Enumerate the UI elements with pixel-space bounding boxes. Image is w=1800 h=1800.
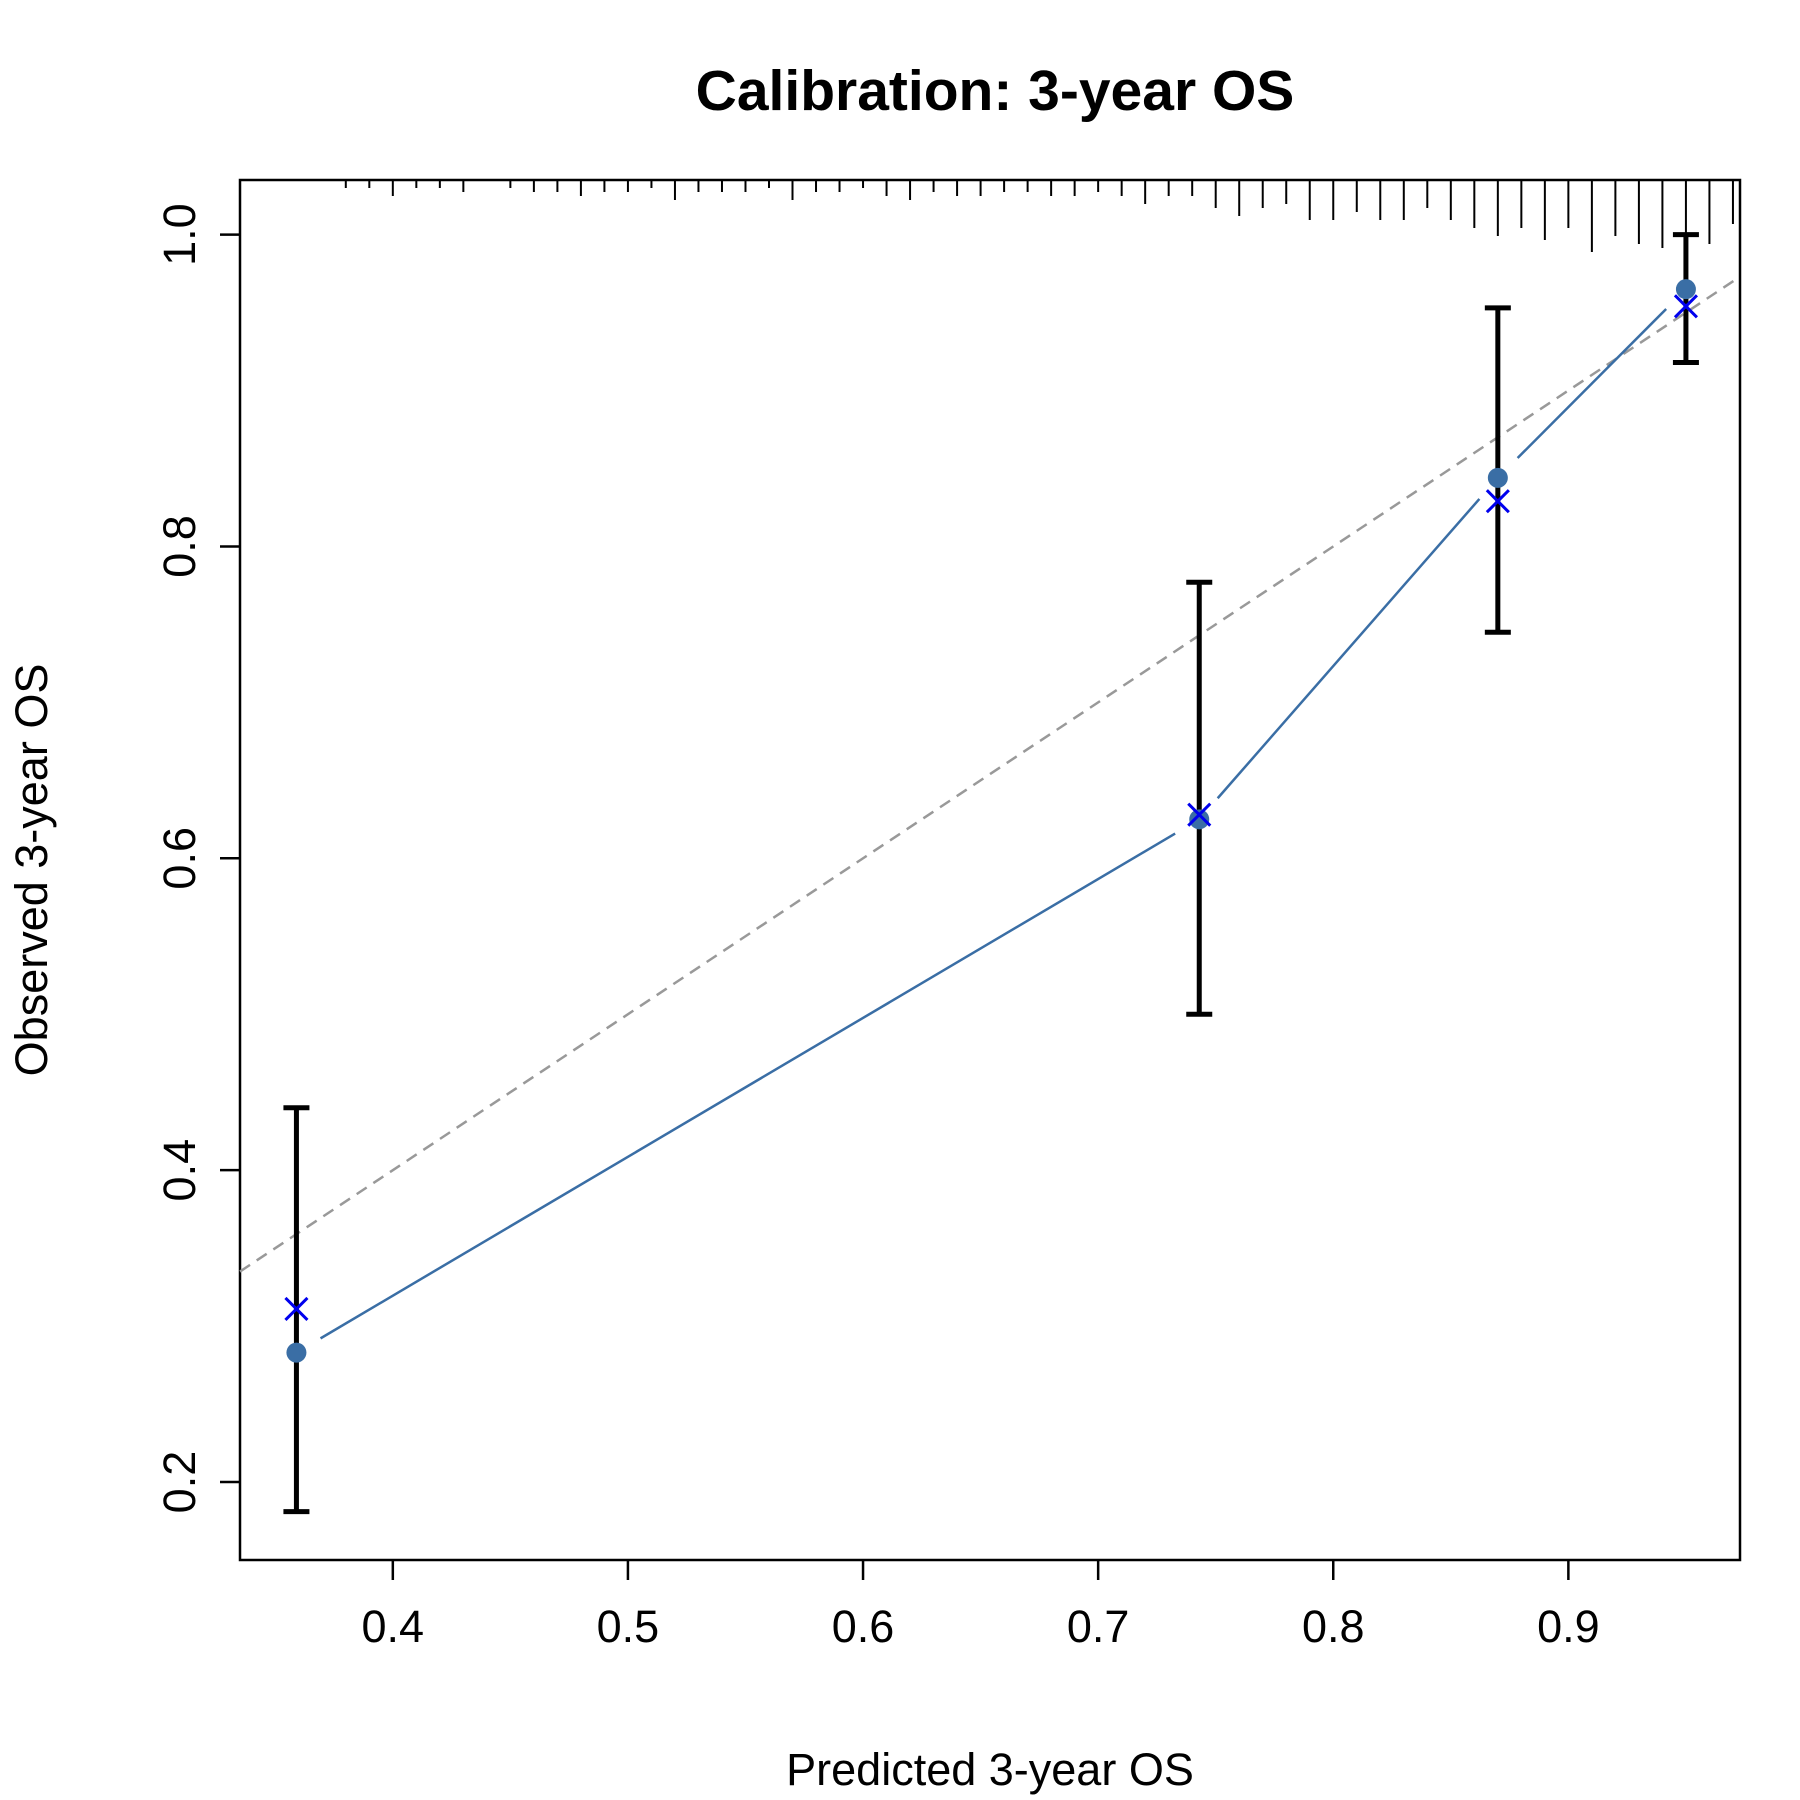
y-axis-label: Observed 3-year OS bbox=[6, 664, 57, 1077]
y-tick-label: 0.6 bbox=[154, 827, 205, 890]
corrected-point bbox=[1187, 802, 1212, 827]
error-bars bbox=[283, 232, 1699, 1515]
x-axis-label: Predicted 3-year OS bbox=[786, 1744, 1194, 1795]
corrected-point-stroke bbox=[284, 1296, 309, 1322]
y-tick-label: 1.0 bbox=[154, 203, 205, 266]
corrected-points bbox=[284, 294, 1698, 1322]
corrected-point-stroke bbox=[1485, 489, 1510, 514]
x-tick-label: 0.9 bbox=[1537, 1601, 1600, 1652]
x-tick-label: 0.8 bbox=[1302, 1601, 1365, 1652]
observed-point bbox=[1487, 467, 1508, 488]
corrected-point bbox=[1673, 294, 1698, 319]
plot-frame bbox=[238, 178, 1742, 1562]
corrected-line bbox=[319, 308, 1668, 1340]
x-tick-label: 0.7 bbox=[1067, 1601, 1130, 1652]
x-tick-label: 0.6 bbox=[832, 1601, 895, 1652]
y-tick-label: 0.4 bbox=[154, 1139, 205, 1202]
calibration-segment bbox=[1216, 498, 1481, 800]
corrected-point bbox=[284, 1296, 309, 1322]
y-tick-label: 0.2 bbox=[154, 1451, 205, 1514]
rug-marks bbox=[344, 180, 1734, 252]
corrected-point-stroke bbox=[1673, 294, 1698, 319]
observed-point bbox=[1189, 809, 1210, 830]
observed-points bbox=[286, 279, 1696, 1363]
observed-point bbox=[286, 1342, 307, 1363]
y-axis: 0.2 0.4 0.6 0.8 1.0 bbox=[154, 203, 240, 1513]
y-tick-label: 0.8 bbox=[154, 515, 205, 578]
calibration-segment bbox=[319, 832, 1176, 1340]
observed-point bbox=[1675, 279, 1696, 300]
x-tick-label: 0.4 bbox=[362, 1601, 425, 1652]
x-tick-label: 0.5 bbox=[597, 1601, 660, 1652]
chart-title: Calibration: 3-year OS bbox=[696, 59, 1295, 123]
calibration-segment bbox=[1516, 308, 1668, 459]
reference-line bbox=[239, 275, 1741, 1273]
x-axis: 0.4 0.5 0.6 0.7 0.8 0.9 bbox=[362, 1560, 1600, 1652]
corrected-point bbox=[1485, 489, 1510, 514]
corrected-point-stroke bbox=[1187, 802, 1212, 827]
ideal-reference-line bbox=[239, 275, 1741, 1273]
